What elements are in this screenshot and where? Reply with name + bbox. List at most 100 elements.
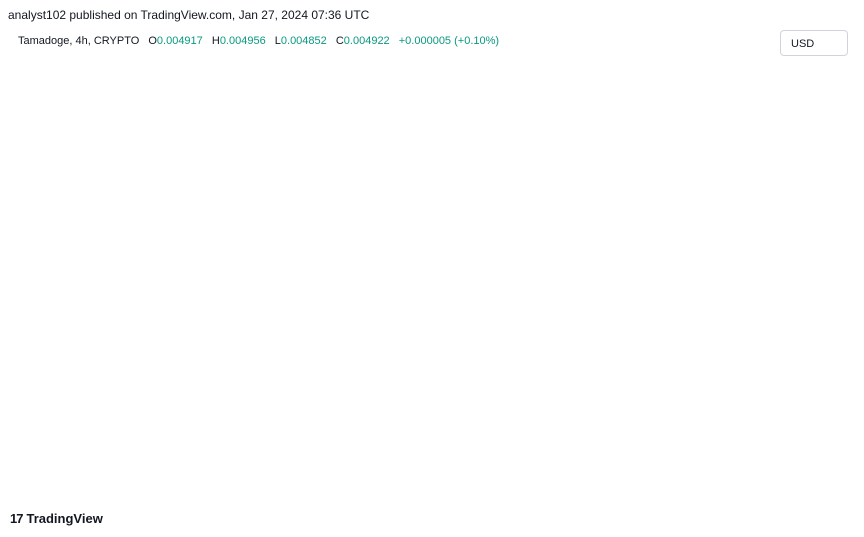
change-value: +0.000005 (+0.10%) <box>398 35 500 47</box>
bb-lower-line <box>9 118 696 235</box>
time-tick-label: 26 <box>639 482 651 494</box>
candle-body <box>611 179 616 181</box>
candle-body <box>179 106 184 107</box>
candle-body <box>196 107 201 111</box>
candle-body <box>369 136 374 137</box>
candle-body <box>351 133 356 134</box>
candle-body <box>121 104 126 106</box>
candle-body <box>397 138 402 139</box>
candle-body <box>686 234 690 235</box>
candle-body <box>657 194 662 198</box>
candle-body <box>184 107 189 108</box>
candle-body <box>426 137 431 138</box>
candle-body <box>305 123 310 128</box>
candle-body <box>236 109 241 111</box>
candle-body <box>253 111 258 115</box>
price-axis[interactable]: 0.008000 0.007000 0.006000 0.004000 <box>785 75 831 287</box>
candle-body <box>35 112 40 115</box>
candle-body <box>248 109 253 111</box>
time-axis[interactable]: 12 15 17 19 22 24 26 29 <box>34 482 781 494</box>
candle-body <box>444 139 449 140</box>
candle-body <box>524 147 529 149</box>
candle-body <box>340 133 345 135</box>
price-tick-label: 0.008000 <box>785 75 831 87</box>
candle-body <box>421 137 426 138</box>
candle-body <box>23 105 28 109</box>
candle-body <box>461 140 466 142</box>
candle-body <box>565 172 570 174</box>
candle-body <box>467 142 472 144</box>
candle-body <box>40 111 45 115</box>
rsi-axis[interactable]: 80.000000 40.000000 0.000000 −40.000000 <box>785 317 843 463</box>
stoch-k-line <box>9 308 691 413</box>
candle-body <box>576 174 581 177</box>
candle-body <box>582 174 587 177</box>
candle-body <box>472 144 477 145</box>
candle-body <box>294 122 299 124</box>
price-tag-countdown: 23:33 <box>785 258 811 270</box>
horizontal-levels <box>10 79 700 281</box>
publisher-line: analyst102 published on TradingView.com,… <box>8 8 370 22</box>
candle-body <box>115 106 120 108</box>
candle-body <box>593 176 598 178</box>
candle-body <box>63 109 68 110</box>
candle-body <box>628 180 633 189</box>
candle-body <box>311 127 316 131</box>
currency-button[interactable]: USD <box>780 30 848 56</box>
candle-body <box>81 106 86 116</box>
candle-body <box>346 133 351 134</box>
candle-body <box>92 85 97 95</box>
open-label: O <box>148 35 157 47</box>
rsi-tick-label: −40.000000 <box>785 452 843 464</box>
price-tag-change: −35.14% <box>785 244 827 256</box>
candle-body <box>282 120 287 121</box>
bollinger-bands <box>9 85 696 235</box>
symbol-title[interactable]: Tamadoge, 4h, CRYPTO <box>18 35 140 47</box>
candle-body <box>104 95 109 105</box>
price-tag-symbol: TAMAUSD <box>724 230 772 241</box>
candle-body <box>190 107 195 109</box>
candle-body <box>173 105 178 107</box>
candle-body <box>46 109 51 111</box>
candle-body <box>242 109 247 111</box>
time-tick-label: 24 <box>552 482 564 494</box>
candle-body <box>202 111 207 114</box>
open-value: 0.004917 <box>156 35 203 47</box>
candle-body <box>271 118 276 119</box>
tradingview-brand[interactable]: 17 TradingView <box>10 511 103 526</box>
candle-body <box>109 105 114 108</box>
candle-body <box>374 136 379 137</box>
price-tag-value: 0.004922 <box>785 230 829 242</box>
candle-body <box>559 170 564 172</box>
candle-body <box>156 106 161 107</box>
time-tick-label: 29 <box>768 482 780 494</box>
candle-body <box>588 174 593 176</box>
candle-body <box>69 109 74 114</box>
candle-body <box>455 140 460 141</box>
candle-body <box>213 111 218 112</box>
candle-body <box>288 121 293 123</box>
candle-body <box>570 174 575 175</box>
low-value: 0.004852 <box>280 35 327 47</box>
brand-name: TradingView <box>26 511 103 526</box>
bb-basis-line <box>9 104 696 180</box>
high-value: 0.004956 <box>219 35 266 47</box>
candle-body <box>530 146 535 149</box>
candle-body <box>547 154 552 166</box>
candle-body <box>357 133 362 135</box>
bb-upper-line <box>9 85 696 148</box>
candle-body <box>507 146 512 149</box>
candle-body <box>380 136 385 137</box>
candle-body <box>651 191 656 194</box>
candle-body <box>75 114 80 116</box>
candle-body <box>276 119 281 120</box>
price-tick-label: 0.004000 <box>785 275 831 287</box>
candle-body <box>518 147 523 148</box>
time-tick-label: 12 <box>34 482 46 494</box>
candle-body <box>58 110 63 112</box>
candle-body <box>167 104 172 106</box>
candle-body <box>478 143 483 144</box>
candle-body <box>52 109 57 112</box>
candle-body <box>150 104 155 107</box>
